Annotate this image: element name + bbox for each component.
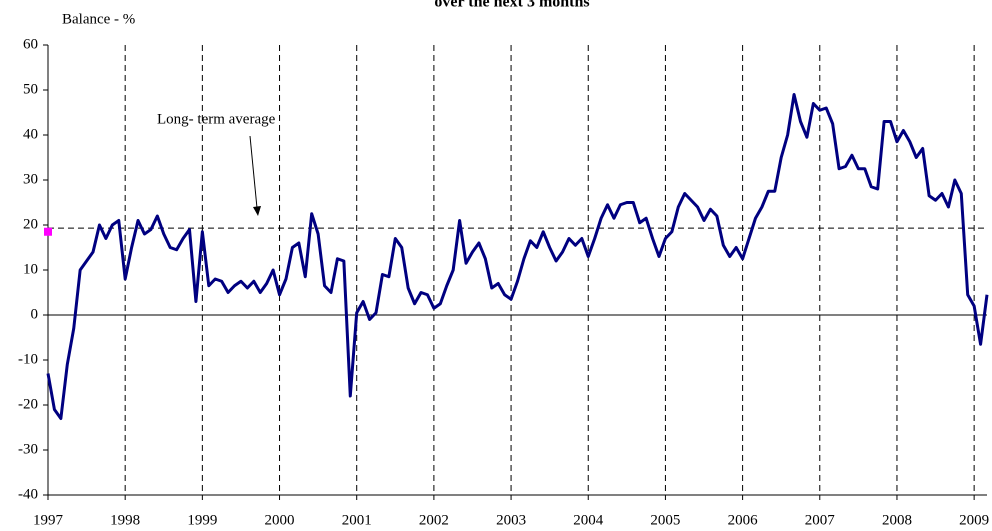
x-tick-label: 2008 [882,512,912,528]
y-tick-label: 0 [31,306,39,322]
x-tick-label: 2009 [959,512,989,528]
y-tick-label: 10 [23,261,38,277]
x-tick-label: 2004 [573,512,604,528]
annotation: Long- term average [157,111,276,127]
x-tick-label: 2003 [496,512,526,528]
y-tick-label: 30 [23,171,38,187]
x-tick-label: 2007 [805,512,836,528]
x-tick-label: 2002 [419,512,449,528]
y-tick-label: 50 [23,81,38,97]
y-tick-label: -10 [18,351,38,367]
y-tick-label: -40 [18,486,38,502]
y-axis-label: Balance - % [62,11,135,27]
annotation-arrowhead [253,206,261,216]
x-tick-label: 2005 [650,512,680,528]
y-tick-label: 60 [23,36,38,52]
y-tick-label: 20 [23,216,38,232]
x-tick-label: 1998 [110,512,140,528]
annotation-arrow [249,135,258,209]
x-tick-label: 2000 [265,512,295,528]
x-tick-label: 2006 [728,512,759,528]
y-tick-label: -30 [18,441,38,457]
y-tick-label: -20 [18,396,38,412]
x-tick-label: 2001 [342,512,372,528]
y-tick-label: 40 [23,126,38,142]
x-tick-label: 1997 [33,512,64,528]
chart-title: over the next 3 months [434,0,589,11]
x-tick-label: 1999 [187,512,217,528]
average-marker [44,227,52,236]
series-line [46,93,989,420]
